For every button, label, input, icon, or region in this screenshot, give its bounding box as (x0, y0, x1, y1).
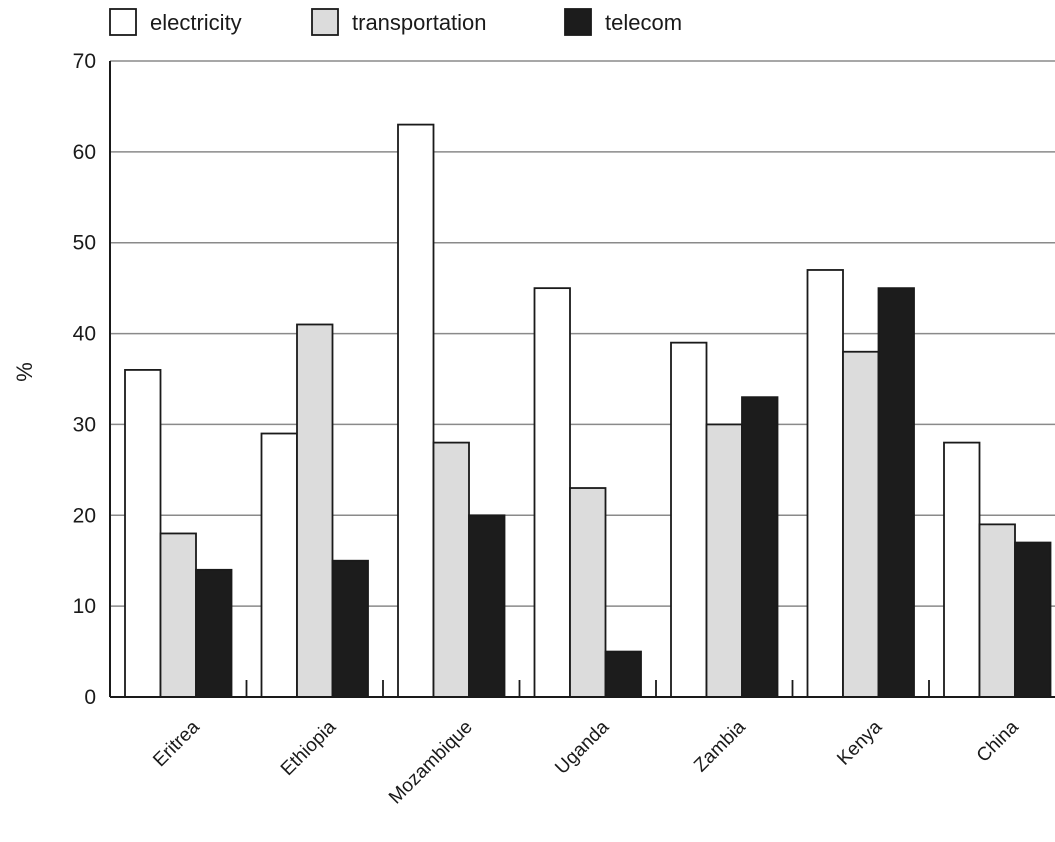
bar-transportation-ethiopia (296, 323, 334, 698)
legend-swatch-transportation (311, 8, 339, 36)
legend-swatch-telecom (564, 8, 592, 36)
bar-transportation-mozambique (432, 441, 470, 698)
bar-telecom-eritrea (195, 568, 233, 698)
bar-electricity-eritrea (124, 369, 162, 698)
bar-electricity-uganda (533, 287, 571, 698)
bar-telecom-uganda (604, 650, 642, 698)
bar-electricity-zambia (670, 341, 708, 698)
x-category-label: China (973, 716, 1023, 766)
x-category-label: Ethiopia (277, 716, 341, 780)
y-tick-label: 10 (73, 595, 96, 618)
y-tick-label: 30 (73, 413, 96, 436)
x-category-label: Eritrea (149, 716, 204, 771)
x-category-label: Uganda (551, 716, 613, 778)
legend-label-telecom: telecom (605, 10, 682, 35)
bar-electricity-china (943, 441, 981, 698)
bars (124, 123, 1052, 698)
y-tick-label: 50 (73, 232, 96, 255)
bar-electricity-mozambique (397, 123, 435, 698)
legend: electricity transportation telecom (109, 8, 682, 36)
axes (109, 61, 1055, 698)
y-axis-label: % (12, 362, 37, 382)
legend-label-electricity: electricity (150, 10, 242, 35)
x-category-labels: Eritrea Ethiopia Mozambique Uganda Zambia Ken… (149, 716, 1023, 808)
bar-telecom-mozambique (468, 514, 506, 698)
y-tick-label: 60 (73, 141, 96, 164)
legend-swatch-electricity (109, 8, 137, 36)
bar-transportation-eritrea (159, 532, 197, 698)
y-tick-label: 40 (73, 323, 96, 346)
x-category-label: Mozambique (385, 717, 477, 809)
bar-transportation-uganda (569, 487, 607, 698)
bar-transportation-kenya (842, 350, 880, 698)
x-category-label: Kenya (833, 716, 886, 769)
legend-label-transportation: transportation (352, 10, 487, 35)
bar-transportation-zambia (705, 423, 743, 698)
x-category-label: Zambia (690, 716, 750, 776)
bar-telecom-zambia (741, 396, 779, 698)
y-tick-label: 0 (84, 686, 96, 709)
bar-electricity-kenya (806, 269, 844, 698)
y-tick-label: 20 (73, 504, 96, 527)
bar-telecom-ethiopia (331, 559, 369, 698)
bar-electricity-ethiopia (260, 432, 298, 698)
bar-telecom-china (1014, 541, 1052, 698)
y-ticks: 0 10 20 30 40 50 60 70 (73, 50, 96, 709)
y-tick-label: 70 (73, 50, 96, 73)
bar-transportation-china (978, 523, 1016, 698)
bar-telecom-kenya (877, 287, 915, 698)
